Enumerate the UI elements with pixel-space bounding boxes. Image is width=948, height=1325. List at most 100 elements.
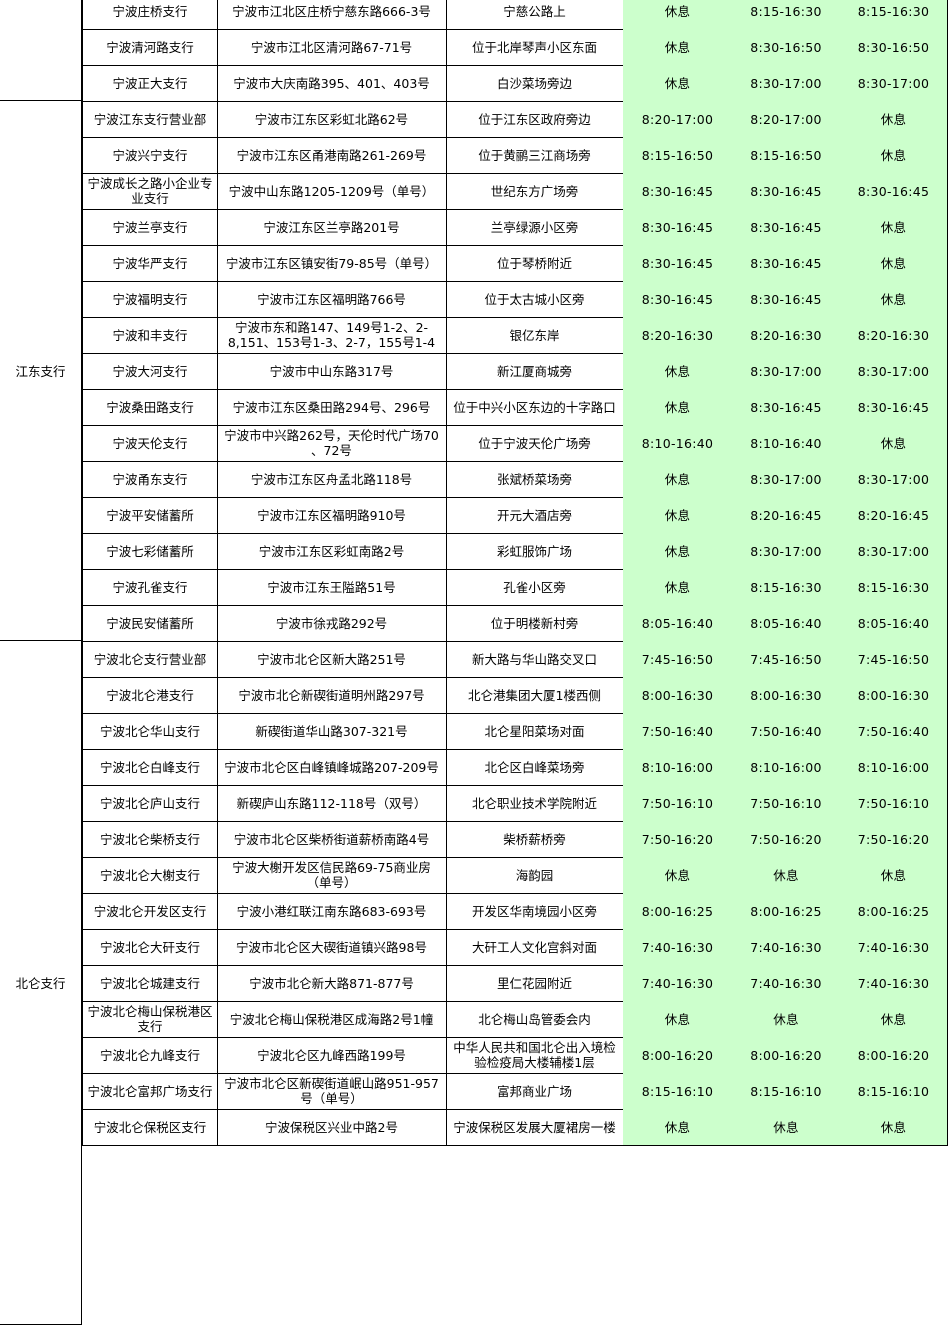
branch-name-cell: 宁波北仑富邦广场支行 — [82, 1073, 218, 1110]
branch-name-cell: 宁波孔雀支行 — [82, 569, 218, 606]
address-cell: 宁波大榭开发区信民路69-75商业房 （单号） — [217, 857, 447, 894]
hours-weekday-cell: 休息 — [623, 29, 733, 66]
branch-name-cell: 宁波甬东支行 — [82, 461, 218, 498]
hours-saturday-cell: 8:30-16:45 — [732, 281, 841, 318]
hours-sunday-cell: 7:50-16:10 — [840, 785, 948, 822]
landmark-cell: 位于江东区政府旁边 — [446, 101, 624, 138]
hours-sunday-cell: 8:10-16:00 — [840, 749, 948, 786]
address-cell: 宁波市江东区彩虹北路62号 — [217, 101, 447, 138]
hours-saturday-cell: 7:50-16:40 — [732, 713, 841, 750]
landmark-cell: 海韵园 — [446, 857, 624, 894]
address-cell: 宁波市北仑区新碶街道岷山路951-957 号（单号） — [217, 1073, 447, 1110]
address-cell: 宁波市江东区福明路766号 — [217, 281, 447, 318]
hours-weekday-cell: 8:00-16:30 — [623, 677, 733, 714]
address-cell: 宁波市江东区甬港南路261-269号 — [217, 137, 447, 174]
landmark-cell: 宁慈公路上 — [446, 0, 624, 30]
address-cell: 宁波市中山东路317号 — [217, 353, 447, 390]
hours-saturday-cell: 8:30-17:00 — [732, 65, 841, 102]
branch-name-cell: 宁波北仑开发区支行 — [82, 893, 218, 930]
address-cell: 宁波市北仑新大路871-877号 — [217, 965, 447, 1002]
branch-name-cell: 宁波福明支行 — [82, 281, 218, 318]
branch-name-cell: 宁波兴宁支行 — [82, 137, 218, 174]
hours-sunday-cell: 休息 — [840, 245, 948, 282]
hours-weekday-cell: 8:30-16:45 — [623, 245, 733, 282]
address-cell: 宁波江东区兰亭路201号 — [217, 209, 447, 246]
address-cell: 宁波市江东区彩虹南路2号 — [217, 533, 447, 570]
branch-name-cell: 宁波和丰支行 — [82, 317, 218, 354]
hours-weekday-cell: 休息 — [623, 533, 733, 570]
hours-saturday-cell: 8:00-16:25 — [732, 893, 841, 930]
hours-sunday-cell: 8:05-16:40 — [840, 605, 948, 642]
hours-weekday-cell: 休息 — [623, 569, 733, 606]
hours-sunday-cell: 8:00-16:30 — [840, 677, 948, 714]
landmark-cell: 北仑梅山岛管委会内 — [446, 1001, 624, 1038]
hours-sunday-cell: 8:20-16:45 — [840, 497, 948, 534]
branch-name-cell: 宁波桑田路支行 — [82, 389, 218, 426]
landmark-cell: 开发区华南境园小区旁 — [446, 893, 624, 930]
branch-name-cell: 宁波北仑九峰支行 — [82, 1037, 218, 1074]
hours-saturday-cell: 休息 — [732, 857, 841, 894]
landmark-cell: 富邦商业广场 — [446, 1073, 624, 1110]
hours-sunday-cell: 7:40-16:30 — [840, 965, 948, 1002]
hours-weekday-cell: 休息 — [623, 65, 733, 102]
landmark-cell: 里仁花园附近 — [446, 965, 624, 1002]
hours-saturday-cell: 8:15-16:10 — [732, 1073, 841, 1110]
landmark-cell: 北仑区白峰菜场旁 — [446, 749, 624, 786]
address-cell: 宁波北仑区九峰西路199号 — [217, 1037, 447, 1074]
branch-name-cell: 宁波天伦支行 — [82, 425, 218, 462]
hours-sunday-cell: 7:50-16:40 — [840, 713, 948, 750]
hours-sunday-cell: 休息 — [840, 209, 948, 246]
landmark-cell: 白沙菜场旁边 — [446, 65, 624, 102]
address-cell: 宁波市江东区福明路910号 — [217, 497, 447, 534]
hours-saturday-cell: 8:30-16:45 — [732, 209, 841, 246]
hours-saturday-cell: 休息 — [732, 1001, 841, 1038]
hours-sunday-cell: 休息 — [840, 1109, 948, 1146]
branch-name-cell: 宁波北仑大矸支行 — [82, 929, 218, 966]
hours-weekday-cell: 休息 — [623, 1001, 733, 1038]
hours-saturday-cell: 8:10-16:00 — [732, 749, 841, 786]
hours-weekday-cell: 8:00-16:20 — [623, 1037, 733, 1074]
address-cell: 宁波市北仑区柴桥街道薪桥南路4号 — [217, 821, 447, 858]
landmark-cell: 北仑港集团大厦1楼西侧 — [446, 677, 624, 714]
hours-saturday-cell: 8:05-16:40 — [732, 605, 841, 642]
hours-saturday-cell: 休息 — [732, 1109, 841, 1146]
hours-weekday-cell: 休息 — [623, 0, 733, 30]
branch-name-cell: 宁波民安储蓄所 — [82, 605, 218, 642]
address-cell: 新碶庐山东路112-118号（双号） — [217, 785, 447, 822]
region-cell: 江东支行 — [0, 101, 82, 641]
hours-sunday-cell: 7:45-16:50 — [840, 641, 948, 678]
landmark-cell: 位于太古城小区旁 — [446, 281, 624, 318]
hours-weekday-cell: 8:00-16:25 — [623, 893, 733, 930]
branch-name-cell: 宁波北仑保税区支行 — [82, 1109, 218, 1146]
hours-sunday-cell: 7:40-16:30 — [840, 929, 948, 966]
branch-name-cell: 宁波北仑城建支行 — [82, 965, 218, 1002]
landmark-cell: 柴桥薪桥旁 — [446, 821, 624, 858]
address-cell: 宁波市徐戎路292号 — [217, 605, 447, 642]
branch-name-cell: 宁波北仑柴桥支行 — [82, 821, 218, 858]
landmark-cell: 大矸工人文化宫斜对面 — [446, 929, 624, 966]
landmark-cell: 新大路与华山路交叉口 — [446, 641, 624, 678]
landmark-cell: 位于中兴小区东边的十字路口 — [446, 389, 624, 426]
hours-saturday-cell: 8:00-16:30 — [732, 677, 841, 714]
region-cell — [0, 0, 82, 101]
hours-saturday-cell: 8:00-16:20 — [732, 1037, 841, 1074]
address-cell: 宁波市江东区舟孟北路118号 — [217, 461, 447, 498]
hours-saturday-cell: 8:15-16:50 — [732, 137, 841, 174]
hours-sunday-cell: 8:30-17:00 — [840, 353, 948, 390]
hours-weekday-cell: 休息 — [623, 353, 733, 390]
landmark-cell: 位于宁波天伦广场旁 — [446, 425, 624, 462]
hours-weekday-cell: 8:20-17:00 — [623, 101, 733, 138]
branch-name-cell: 宁波成长之路小企业专 业支行 — [82, 173, 218, 210]
hours-sunday-cell: 8:20-16:30 — [840, 317, 948, 354]
landmark-cell: 北仑职业技术学院附近 — [446, 785, 624, 822]
landmark-cell: 位于明楼新村旁 — [446, 605, 624, 642]
hours-sunday-cell: 休息 — [840, 857, 948, 894]
address-cell: 宁波市江东区桑田路294号、296号 — [217, 389, 447, 426]
hours-sunday-cell: 8:30-16:50 — [840, 29, 948, 66]
hours-saturday-cell: 8:30-17:00 — [732, 353, 841, 390]
hours-sunday-cell: 休息 — [840, 1001, 948, 1038]
hours-weekday-cell: 8:05-16:40 — [623, 605, 733, 642]
hours-sunday-cell: 8:30-17:00 — [840, 461, 948, 498]
landmark-cell: 新江厦商城旁 — [446, 353, 624, 390]
address-cell: 新碶街道华山路307-321号 — [217, 713, 447, 750]
